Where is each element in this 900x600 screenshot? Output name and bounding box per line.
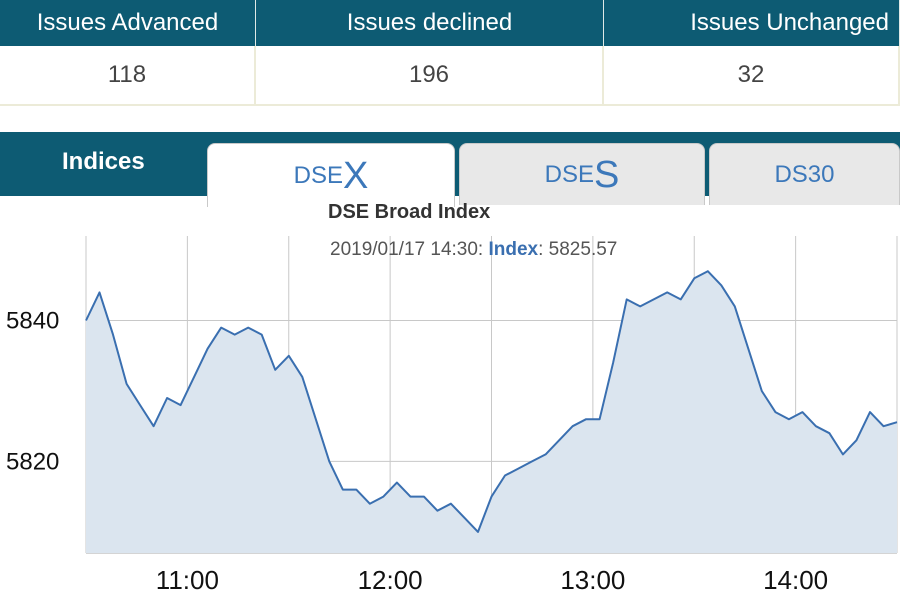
market-summary-table: Issues Advanced Issues declined Issues U… [0,0,900,106]
x-tick-label: 14:00 [763,565,828,595]
value-issues-advanced: 118 [0,46,256,104]
y-axis-ticks: 5820 5840 [6,308,59,476]
indices-section-label: Indices [62,148,145,175]
value-issues-declined: 196 [256,46,604,104]
tab-dses-prefix: DSE [544,160,594,188]
x-axis-ticks: 11:00 12:00 13:00 14:00 [156,565,828,595]
index-area-fill [86,271,897,553]
y-tick-label: 5840 [6,308,59,335]
tab-dsex-suffix: X [343,154,369,197]
tab-ds30[interactable]: DS30 [709,143,900,205]
tab-dsex-prefix: DSE [293,161,343,189]
summary-value-row: 118 196 32 [0,46,900,106]
chart-tooltip-subtitle: 2019/01/17 14:30: Index: 5825.57 [330,239,617,260]
dsex-index-chart: 5820 5840 11:00 12:00 13:00 14:00 DSE Broad … [6,201,898,595]
header-issues-declined: Issues declined [256,0,604,46]
x-tick-label: 11:00 [156,565,219,595]
tab-dses-suffix: S [594,153,620,196]
index-line [85,270,898,533]
subtitle-value: 5825.57 [549,239,618,260]
x-tick-label: 13:00 [560,565,625,595]
x-tick-label: 12:00 [358,565,423,595]
subtitle-time: 2019/01/17 14:30 [330,239,478,260]
summary-header-row: Issues Advanced Issues declined Issues U… [0,0,900,46]
subtitle-key: Index [488,239,538,260]
y-tick-label: 5820 [6,448,59,475]
tab-dses[interactable]: DSE S [459,143,705,205]
tab-dsex[interactable]: DSE X [207,143,455,207]
tab-ds30-label: DS30 [774,160,835,188]
chart-title: DSE Broad Index [328,201,490,223]
value-issues-unchanged: 32 [604,46,900,104]
header-issues-advanced: Issues Advanced [0,0,256,46]
header-issues-unchanged: Issues Unchanged [604,0,900,46]
